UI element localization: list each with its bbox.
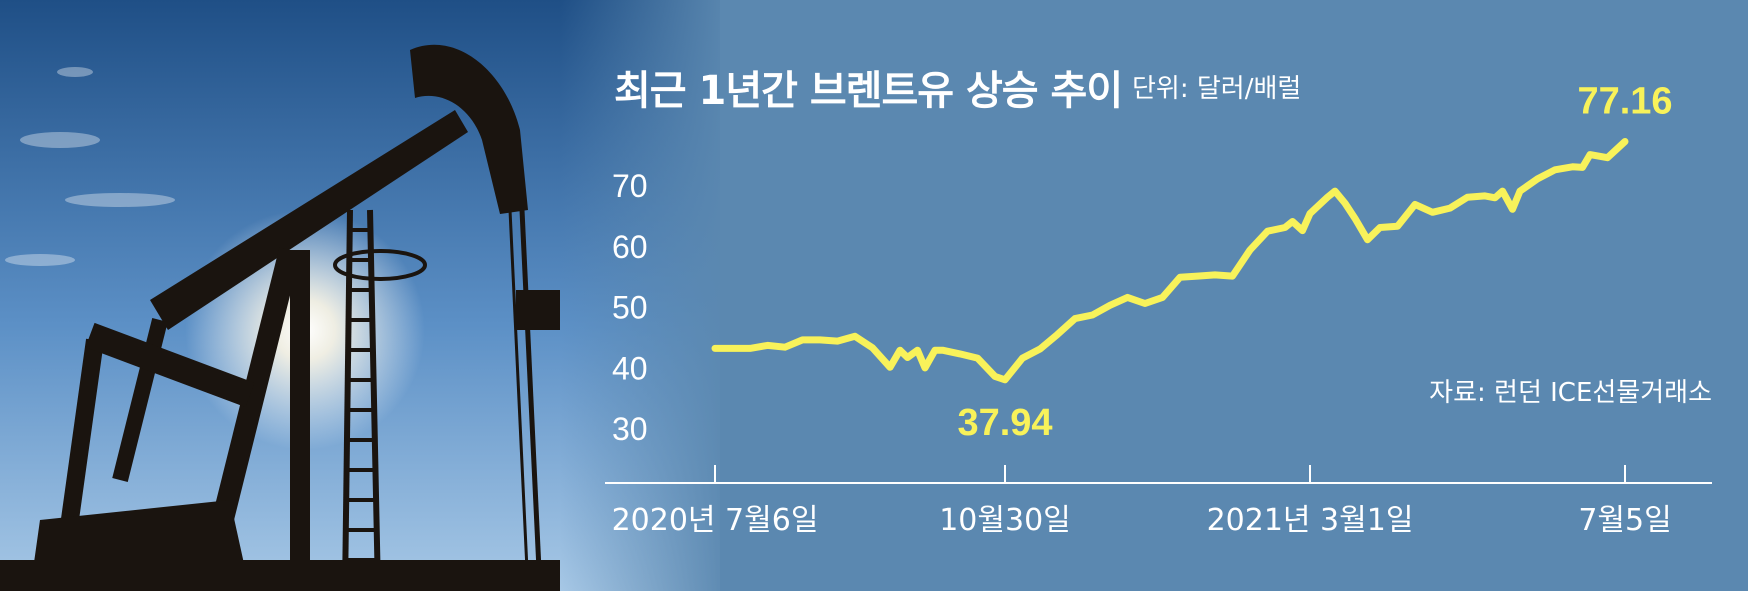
data-point [1365, 237, 1370, 243]
data-point [1072, 316, 1078, 322]
data-point [1465, 194, 1470, 200]
data-point [1332, 188, 1338, 194]
data-point [975, 355, 980, 361]
data-point [1247, 247, 1253, 253]
data-point [800, 337, 805, 343]
pumpjack-icon [0, 44, 560, 591]
unit-label: 단위: 달러/배럴 [1132, 74, 1302, 104]
data-point [817, 337, 823, 343]
data-point [1090, 312, 1095, 318]
data-point [1160, 294, 1165, 300]
data-point [1605, 155, 1610, 161]
x-axis-ticks: 2020년 7월6일 10월30일 2021년 3월1일 7월5일 [612, 465, 1672, 538]
data-point [940, 347, 945, 353]
x-tick-label: 2021년 3월1일 [1207, 503, 1414, 538]
data-point [1377, 225, 1383, 231]
y-tick-label: 70 [612, 168, 648, 204]
data-point [765, 342, 770, 348]
data-point [1587, 152, 1593, 158]
data-point [1125, 294, 1130, 300]
data-point [1300, 228, 1305, 234]
data-point [1055, 331, 1060, 337]
data-point [1325, 194, 1330, 200]
data-point [1290, 218, 1295, 224]
data-point [1230, 273, 1235, 279]
data-point [915, 347, 920, 353]
value-annotation: 37.94 [957, 402, 1052, 444]
data-point [1020, 355, 1025, 361]
y-axis-ticks: 30 40 50 60 70 [612, 168, 648, 447]
data-point [992, 373, 998, 379]
y-tick-label: 30 [612, 411, 648, 447]
annotations-group: 37.94 77.16 [957, 81, 1672, 444]
data-point [1342, 200, 1348, 206]
data-point [1412, 201, 1418, 207]
data-point [932, 347, 938, 353]
data-point [1510, 206, 1515, 212]
data-point [1517, 188, 1523, 194]
data-point [1395, 223, 1400, 229]
data-point [1570, 164, 1575, 170]
data-point [957, 351, 963, 357]
data-point [1282, 225, 1288, 231]
source-note: 자료: 런던 ICE선물거래소 [1429, 378, 1712, 408]
x-tick-label: 10월30일 [939, 503, 1071, 538]
series-group [711, 138, 1629, 384]
data-point [1352, 215, 1358, 221]
data-point [1492, 195, 1498, 201]
data-point [1107, 302, 1113, 308]
data-point [922, 365, 928, 371]
y-tick-label: 60 [612, 229, 648, 265]
x-tick-label: 7월5일 [1578, 503, 1671, 538]
data-point [1177, 274, 1183, 280]
data-point [730, 345, 735, 351]
data-point [887, 364, 893, 370]
data-point [1037, 346, 1043, 352]
data-point [747, 345, 753, 351]
y-tick-label: 40 [612, 350, 648, 386]
data-point [782, 344, 788, 350]
data-point [1307, 211, 1313, 217]
data-point [1622, 139, 1628, 145]
data-point [852, 333, 858, 339]
data-point [897, 347, 903, 353]
data-point [1430, 209, 1435, 215]
data-point [1447, 205, 1453, 211]
data-point [1142, 300, 1148, 306]
data-point [905, 355, 910, 361]
data-point [1552, 167, 1558, 173]
data-point [1212, 272, 1218, 278]
data-point [1580, 164, 1585, 170]
chart-title: 최근 1년간 브렌트유 상승 추이 [614, 68, 1123, 114]
data-point [1265, 228, 1270, 234]
x-tick-label: 2020년 7월6일 [612, 503, 819, 538]
data-point [870, 345, 875, 351]
data-point [1535, 176, 1540, 182]
y-tick-label: 50 [612, 290, 648, 326]
data-point [1002, 377, 1008, 383]
series-line [711, 138, 1629, 384]
data-point [1500, 188, 1505, 194]
value-annotation: 77.16 [1577, 81, 1672, 123]
data-point [1195, 273, 1200, 279]
data-point [1482, 193, 1488, 199]
data-point [835, 338, 840, 344]
data-point [712, 345, 718, 351]
